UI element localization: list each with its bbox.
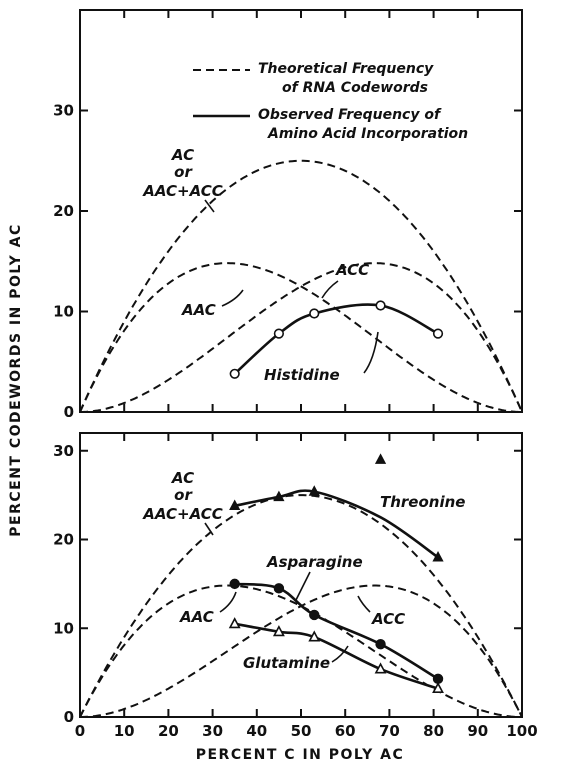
leader-acc [321, 280, 339, 299]
x-tick-label: 50 [291, 722, 312, 740]
theoretical-curve-acc [80, 262, 523, 413]
data-point-threonine [273, 490, 285, 502]
x-tick-label: 20 [158, 722, 179, 740]
data-point-glutamine [228, 617, 241, 629]
label-histidine: Histidine [264, 366, 340, 384]
label-aac: AAC [179, 608, 214, 626]
leader-histidine [363, 331, 379, 374]
x-tick-label: 60 [335, 722, 356, 740]
leader-aac [221, 289, 244, 307]
leader-asparagine [295, 571, 311, 601]
x-tick-label: 40 [246, 722, 267, 740]
data-point-glutamine [272, 625, 285, 637]
y-tick-label: 10 [53, 303, 74, 321]
theoretical-curve-aac [79, 584, 522, 718]
legend-label-theoretical: Theoretical Frequency [258, 61, 434, 77]
data-point-asparagine [309, 609, 320, 621]
data-point-asparagine [229, 578, 240, 590]
data-point-threonine [374, 453, 387, 464]
label-glutamine: Glutamine [243, 654, 330, 672]
x-tick-label: 100 [506, 722, 537, 740]
data-point-histidine [432, 328, 444, 339]
label-aac: AAC [181, 301, 216, 319]
data-point-glutamine [308, 630, 321, 642]
data-point-threonine [432, 550, 444, 562]
label-or: or [174, 486, 193, 504]
data-point-asparagine [273, 583, 285, 594]
label-acc: ACC [335, 261, 369, 279]
label-aac-acc: AAC+ACC [142, 505, 223, 523]
x-tick-label: 90 [467, 722, 488, 740]
leader-ac [204, 522, 214, 536]
data-point-glutamine [374, 662, 387, 674]
label-asparagine: Asparagine [266, 553, 363, 571]
y-axis-title: PERCENT CODEWORDS IN POLY AC [8, 223, 24, 536]
y-tick-label: 0 [64, 708, 74, 726]
bottom-panel: 0 10 20 30 0 10 20 30 40 50 60 70 80 90 100 ACorAAC+ACC… [53, 432, 538, 763]
data-point-histidine [229, 368, 240, 379]
label-acc: ACC [371, 610, 405, 628]
x-tick-label: 70 [379, 722, 400, 740]
data-point-asparagine [375, 639, 386, 650]
label-threonine: Threonine [380, 493, 465, 511]
leader-glutamine [331, 645, 349, 663]
series-line-histidine [233, 303, 439, 375]
label-ac: AC [171, 146, 194, 164]
x-tick-label: 30 [202, 722, 223, 740]
legend-label-observed-2: Amino Acid Incorporation [267, 126, 468, 142]
x-axis-title: PERCENT C IN POLY AC [196, 747, 405, 763]
data-point-histidine [273, 328, 285, 339]
data-point-threonine [308, 485, 320, 496]
label-or: or [174, 163, 193, 181]
top-panel: 0 10 20 30 Theoretical Frequency of RNA Codew… [53, 9, 523, 421]
data-point-histidine [375, 300, 386, 311]
leader-acc [357, 595, 371, 613]
y-tick-label: 20 [53, 202, 74, 220]
legend-label-observed: Observed Frequency of [258, 107, 442, 123]
label-ac: AC [171, 469, 194, 487]
x-tick-label: 0 [75, 722, 85, 740]
y-tick-label: 10 [53, 619, 74, 637]
y-tick-label: 30 [53, 442, 74, 460]
data-point-histidine [309, 308, 320, 319]
y-tick-label: 30 [53, 102, 74, 120]
theoretical-curve-aac [79, 262, 522, 413]
x-tick-label: 80 [423, 722, 444, 740]
theoretical-curve-ac-or-aacacc [79, 494, 523, 718]
y-tick-label: 20 [53, 531, 74, 549]
data-point-glutamine [432, 681, 444, 694]
theoretical-curve-ac-or-aacacc [79, 159, 523, 413]
leader-ac [204, 199, 215, 213]
legend-label-theoretical-2: of RNA Codewords [282, 80, 428, 96]
data-point-threonine [229, 499, 241, 510]
plot-frame [79, 432, 523, 718]
x-tick-label: 10 [114, 722, 135, 740]
leader-aac [219, 591, 237, 613]
y-tick-label: 0 [64, 403, 74, 421]
label-aac-acc: AAC+ACC [142, 182, 223, 200]
